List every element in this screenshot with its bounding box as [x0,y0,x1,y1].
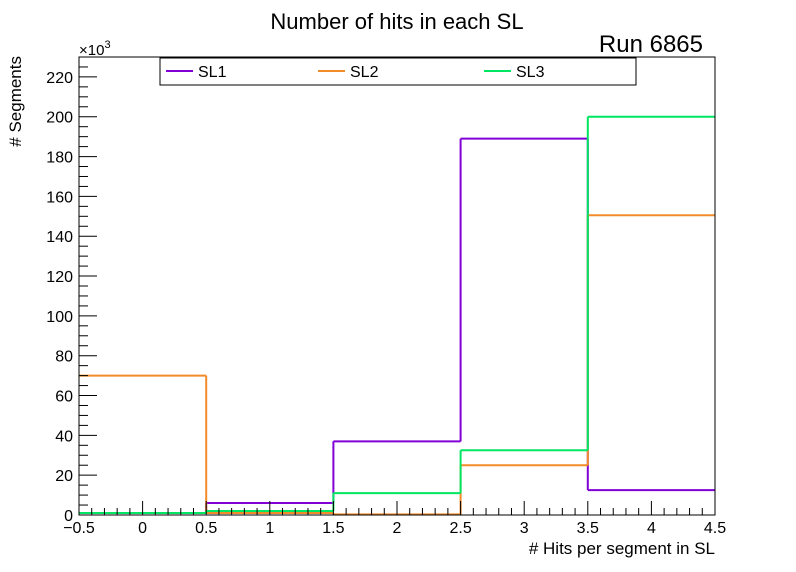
x-tick-label: 1.5 [322,520,344,537]
y-tick-label: 60 [55,389,73,406]
y-tick-label: 0 [64,508,73,525]
y-axis-multiplier: ×103 [79,39,111,59]
y-tick-label: 40 [55,428,73,445]
legend-box [159,57,637,86]
x-tick-label: 2 [393,520,402,537]
y-tick-label: 80 [55,349,73,366]
legend: SL1 SL2 SL3 [159,57,637,86]
y-tick-label: 20 [55,468,73,485]
x-tick-label: 3 [520,520,529,537]
y-tick-label: 180 [46,150,73,167]
y-multiplier-exponent: 3 [104,39,110,51]
series-layer [79,115,715,516]
x-axis-label: # Hits per segment in SL [529,539,715,558]
y-tick-label: 220 [46,70,73,87]
y-tick-label: 160 [46,189,73,206]
x-tick-label: 4.5 [704,520,726,537]
y-tick-label: 120 [46,269,73,286]
chart-title: Number of hits in each SL [270,9,523,34]
series-sl1 [79,137,715,515]
run-annotation: Run 6865 [599,31,703,58]
x-tick-label: 0 [138,520,147,537]
tick-label-layer: −0.5 0 0.5 1 1.5 2 2.5 3 3.5 4 4.50204060801001201… [46,70,726,537]
x-tick-label: −0.5 [63,520,95,537]
y-axis-label: # Segments [6,56,25,147]
x-tick-label: 2.5 [449,520,471,537]
legend-label: SL2 [350,64,379,81]
y-tick-label: 100 [46,309,73,326]
legend-entry-sl2: SL2 [318,64,379,81]
x-tick-label: 3.5 [577,520,599,537]
y-multiplier-base: ×10 [79,42,104,59]
legend-label: SL1 [198,64,227,81]
y-tick-label: 200 [46,110,73,127]
legend-entry-sl1: SL1 [166,64,227,81]
plot-frame [78,56,716,516]
x-tick-label: 1 [265,520,274,537]
legend-entry-sl3: SL3 [484,64,545,81]
x-tick-label: 0.5 [195,520,217,537]
series-sl3 [79,115,715,515]
legend-label: SL3 [516,64,545,81]
y-tick-label: 140 [46,229,73,246]
axes-layer [78,56,716,516]
x-tick-label: 4 [647,520,656,537]
series-sl2 [79,214,715,516]
